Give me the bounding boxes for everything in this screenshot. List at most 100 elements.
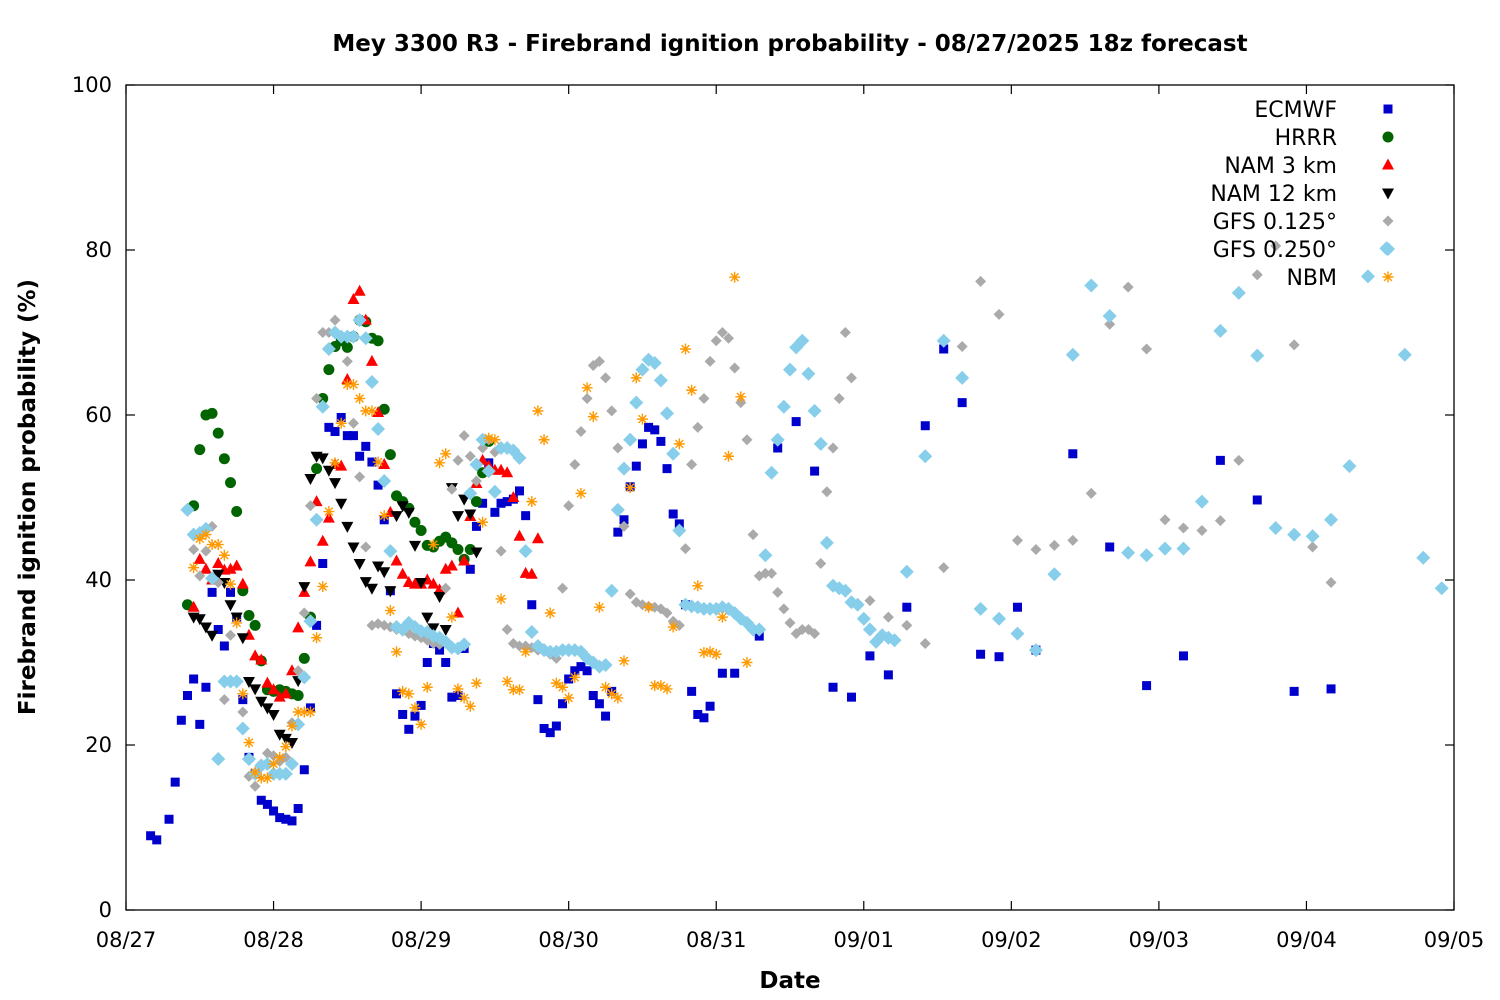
data-point <box>1142 681 1152 691</box>
data-point <box>666 446 681 461</box>
data-point <box>347 542 360 554</box>
data-point <box>716 327 728 338</box>
data-point <box>901 619 913 631</box>
data-point <box>255 772 267 784</box>
data-point <box>457 637 472 652</box>
data-point <box>623 432 638 447</box>
data-point <box>918 449 933 464</box>
data-point <box>453 691 463 700</box>
data-point <box>378 510 390 522</box>
data-point <box>495 545 507 557</box>
data-point <box>643 601 655 613</box>
data-point <box>292 665 304 677</box>
data-point <box>317 393 329 404</box>
data-point <box>364 375 379 389</box>
x-tick-label: 08/31 <box>686 928 747 952</box>
data-point <box>408 540 421 552</box>
data-point <box>229 674 244 689</box>
data-point <box>569 459 581 470</box>
data-point <box>303 614 318 629</box>
data-point <box>1325 576 1337 588</box>
data-point <box>218 549 230 561</box>
data-point <box>237 688 249 700</box>
data-point <box>231 506 243 518</box>
data-point <box>1067 534 1079 546</box>
data-point <box>698 393 710 404</box>
data-point <box>661 607 673 619</box>
data-point <box>710 648 722 660</box>
data-point <box>758 548 773 563</box>
data-point <box>717 668 727 678</box>
data-point <box>821 486 833 498</box>
data-point <box>557 681 569 693</box>
legend-marker <box>1382 131 1394 143</box>
data-point <box>1214 515 1226 527</box>
data-point <box>235 721 250 736</box>
legend-marker <box>1383 104 1393 114</box>
data-point <box>199 562 212 574</box>
data-point <box>618 655 630 667</box>
data-point <box>359 577 372 589</box>
data-point <box>496 498 506 508</box>
data-point <box>1360 269 1375 284</box>
data-point <box>446 483 458 495</box>
data-point <box>766 567 778 579</box>
data-point <box>938 562 950 574</box>
data-point <box>845 372 857 384</box>
data-point <box>704 355 716 367</box>
data-point <box>729 362 741 374</box>
data-point <box>365 583 378 595</box>
data-point <box>378 403 390 415</box>
data-point <box>360 541 372 553</box>
data-point <box>819 535 834 550</box>
data-point <box>304 474 317 486</box>
data-point <box>810 466 820 476</box>
data-point <box>478 498 488 508</box>
data-point <box>581 382 593 394</box>
data-point <box>396 567 409 579</box>
data-point <box>287 816 297 826</box>
data-point <box>686 459 698 470</box>
data-point <box>518 544 533 559</box>
data-point <box>384 586 397 598</box>
data-point <box>434 457 446 469</box>
data-point <box>1324 512 1339 527</box>
data-point <box>176 715 186 725</box>
data-point <box>347 293 360 304</box>
data-point <box>647 356 662 371</box>
data-point <box>402 507 415 519</box>
data-point <box>1233 454 1245 466</box>
legend: ECMWF HRRR NAM 3 km NAM 12 km GFS 0.125° GFS … <box>1210 98 1395 291</box>
data-point <box>342 431 352 441</box>
data-point <box>956 341 968 353</box>
y-tick-label: 20 <box>85 733 112 757</box>
data-point <box>441 658 451 667</box>
data-point <box>415 577 428 589</box>
data-point <box>1084 278 1099 293</box>
y-tick-label: 40 <box>85 568 112 592</box>
data-point <box>268 750 280 762</box>
data-point <box>1012 602 1022 612</box>
data-point <box>212 569 225 581</box>
data-point <box>471 521 481 531</box>
data-point <box>347 378 359 390</box>
data-point <box>224 600 237 612</box>
data-point <box>489 434 501 446</box>
data-point <box>224 562 237 574</box>
data-point <box>458 554 471 566</box>
data-point <box>668 509 678 519</box>
data-point <box>384 605 396 617</box>
y-tick-label: 100 <box>72 73 112 97</box>
data-point <box>298 652 310 664</box>
data-point <box>563 692 575 704</box>
legend-marker <box>1382 158 1394 170</box>
data-point <box>660 406 675 421</box>
data-point <box>311 393 323 404</box>
data-point <box>833 393 845 404</box>
data-point <box>587 411 599 423</box>
data-point <box>377 474 392 488</box>
series-gfs-0-250- <box>180 241 1449 781</box>
data-point <box>1158 541 1173 556</box>
data-point <box>1434 581 1449 596</box>
data-point <box>1141 343 1153 355</box>
